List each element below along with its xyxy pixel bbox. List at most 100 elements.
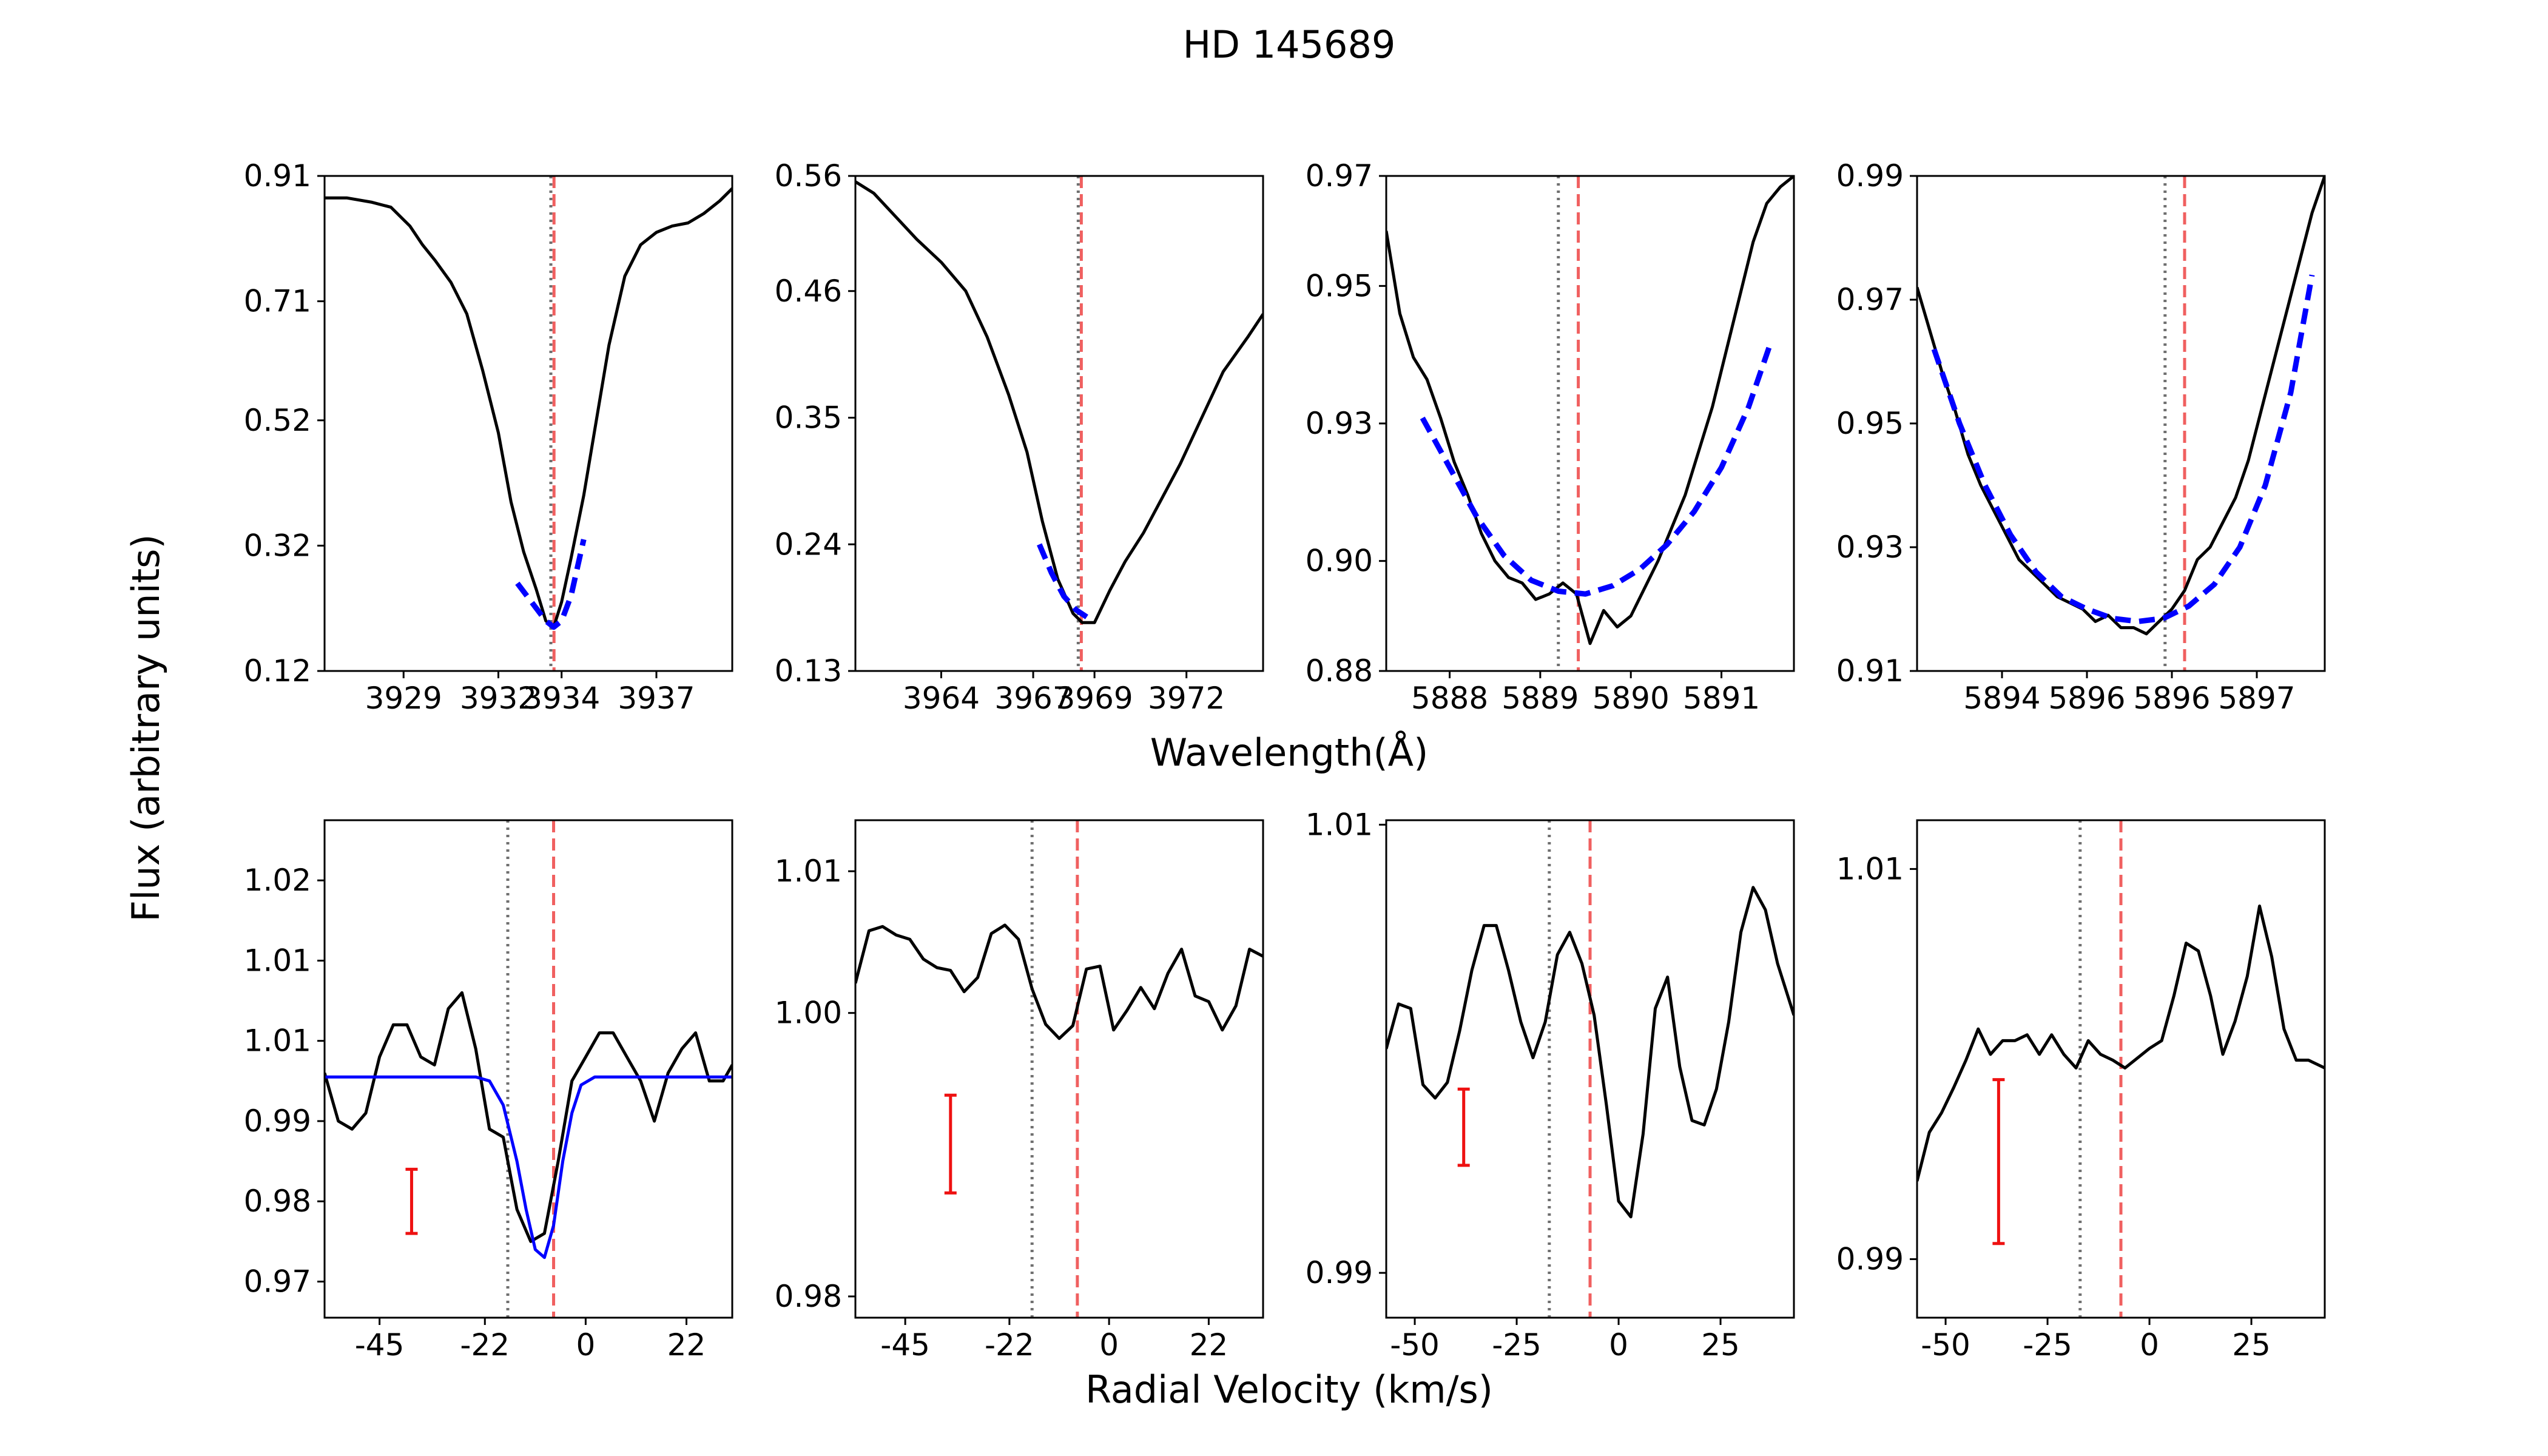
error-bar: [944, 1093, 957, 1195]
panel-bottom-2: -50 -25 0 25 0.99 1.01: [1306, 807, 1795, 1363]
x-tick-label: 3934: [523, 681, 600, 716]
x-tick-label: -50: [1921, 1327, 1970, 1363]
x-tick-label: -25: [1492, 1327, 1542, 1363]
y-tick-label: 0.56: [775, 158, 842, 194]
spectrum-line: [855, 923, 1263, 1040]
y-tick-label: 0.46: [775, 274, 842, 309]
y-tick-label: 0.52: [244, 403, 311, 438]
panel-frame: [323, 175, 733, 672]
x-tick-label: 22: [1190, 1327, 1228, 1363]
x-axis-label-radial-velocity: Radial Velocity (km/s): [1085, 1367, 1493, 1412]
panel-bottom-1: -45 -22 0 22 0.98 1.00 1.01: [775, 819, 1264, 1363]
x-axis-label-wavelength: Wavelength(Å): [1150, 730, 1429, 775]
y-tick-label: 1.02: [244, 863, 311, 898]
fit-line: [1037, 543, 1090, 621]
fit-line: [1420, 340, 1774, 597]
y-tick-label: 0.91: [244, 158, 311, 194]
spectrum-line: [1917, 905, 2325, 1182]
x-tick-label: 5894: [1963, 681, 2040, 716]
x-tick-label: -45: [355, 1327, 405, 1363]
x-tick-label: 25: [2232, 1327, 2271, 1363]
fit-line: [325, 1075, 732, 1259]
y-tick-label: 0.95: [1306, 268, 1373, 303]
y-tick-label: 0.95: [1836, 406, 1904, 441]
y-tick-label: 0.97: [1306, 158, 1373, 194]
panel-frame: [1385, 819, 1795, 1319]
y-axis-label-flux: Flux (arbitrary units): [124, 534, 168, 922]
spectrum-line: [325, 991, 732, 1243]
x-tick-label: -22: [985, 1327, 1034, 1363]
y-tick-label: 0.32: [244, 528, 311, 563]
x-tick-label: 5897: [2218, 681, 2295, 716]
y-tick-label: 1.01: [244, 943, 311, 978]
y-tick-label: 0.99: [244, 1104, 311, 1139]
fit-line: [1931, 274, 2315, 624]
spectrum-line: [1386, 176, 1794, 645]
y-tick-label: 0.91: [1836, 653, 1904, 689]
y-tick-label: 0.98: [244, 1184, 311, 1219]
x-tick-label: 5888: [1411, 681, 1488, 716]
panel-bottom-3: -50 -25 0 25 0.99 1.01: [1836, 819, 2326, 1363]
y-tick-label: 0.97: [244, 1264, 311, 1299]
y-tick-label: 1.01: [775, 854, 842, 889]
x-tick-label: 3964: [903, 681, 980, 716]
panel-bottom-0: -45 -22 0 22 0.97 0.98 0.99 1.01 1.01 1.02: [244, 819, 733, 1363]
x-tick-label: 3937: [618, 681, 695, 716]
x-tick-label: 0: [1099, 1327, 1119, 1363]
spectrum-line: [1386, 886, 1794, 1219]
y-tick-label: 0.71: [244, 284, 311, 319]
x-tick-label: 3972: [1148, 681, 1225, 716]
x-tick-label: 0: [2140, 1327, 2159, 1363]
y-tick-label: 0.93: [1836, 530, 1904, 565]
panel-top-2: 5888 5889 5890 5891 0.88 0.90 0.93 0.95 0.97: [1306, 158, 1795, 716]
y-tick-label: 0.88: [1306, 653, 1373, 689]
y-tick-label: 0.24: [775, 527, 842, 562]
y-tick-label: 0.97: [1836, 282, 1904, 317]
figure-title: HD 145689: [1183, 22, 1396, 67]
x-tick-label: 5889: [1502, 681, 1579, 716]
x-tick-label: -25: [2023, 1327, 2072, 1363]
x-tick-label: 22: [667, 1327, 706, 1363]
spectrum-line: [325, 187, 732, 629]
x-tick-label: 25: [1701, 1327, 1740, 1363]
y-tick-label: 1.01: [244, 1023, 311, 1059]
x-tick-label: 5891: [1683, 681, 1760, 716]
x-tick-label: 5890: [1592, 681, 1670, 716]
y-tick-label: 1.01: [1306, 807, 1373, 842]
fit-line: [515, 539, 587, 630]
y-tick-label: 0.90: [1306, 544, 1373, 579]
panel-frame: [1916, 819, 2326, 1319]
panel-frame: [323, 819, 733, 1319]
y-tick-label: 0.35: [775, 400, 842, 436]
error-bar: [405, 1167, 418, 1235]
y-tick-label: 0.99: [1836, 158, 1904, 194]
y-tick-label: 0.12: [244, 653, 311, 689]
x-tick-label: 3932: [460, 681, 537, 716]
x-tick-label: 3969: [1056, 681, 1133, 716]
x-tick-label: 0: [1609, 1327, 1628, 1363]
x-tick-label: 5896: [2133, 681, 2210, 716]
error-bar: [1992, 1078, 2005, 1245]
y-tick-label: 0.99: [1836, 1242, 1904, 1277]
x-tick-label: 5896: [2048, 681, 2125, 716]
y-tick-label: 0.93: [1306, 406, 1373, 441]
y-tick-label: 1.01: [1836, 851, 1904, 886]
panel-frame: [854, 175, 1264, 672]
x-tick-label: -45: [880, 1327, 930, 1363]
x-tick-label: 0: [576, 1327, 595, 1363]
x-tick-label: 3967: [994, 681, 1071, 716]
spectrum-line: [855, 180, 1263, 624]
x-tick-label: -22: [460, 1327, 510, 1363]
y-tick-label: 0.13: [775, 653, 842, 689]
panel-frame: [854, 819, 1264, 1319]
y-tick-label: 0.98: [775, 1279, 842, 1314]
x-tick-label: 3929: [365, 681, 442, 716]
x-tick-label: -50: [1390, 1327, 1440, 1363]
y-tick-label: 1.00: [775, 996, 842, 1031]
error-bar: [1457, 1087, 1470, 1167]
